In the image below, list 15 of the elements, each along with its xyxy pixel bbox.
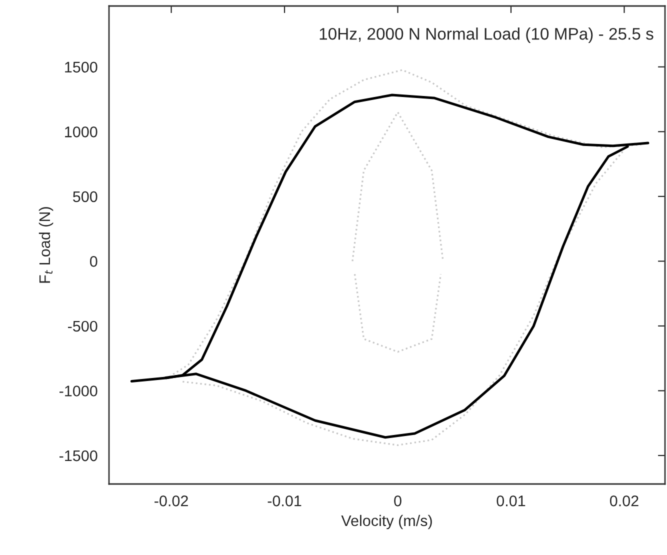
text: 10Hz, 2000 N Normal Load (10 MPa) - 25.5 s <box>320 28 654 44</box>
x-tick-label: 0.01 <box>496 496 526 506</box>
y-tick-label: 1000 <box>65 126 98 138</box>
x-tick-label: 0.02 <box>610 496 638 506</box>
x-tick-label: 0 <box>394 496 402 506</box>
y-tick-label: -500 <box>68 320 98 332</box>
y-axis-title: F$_{t}$ Load (N) <box>38 207 54 283</box>
x-tick-label: -0.02 <box>154 496 188 506</box>
x-tick-label: -0.01 <box>268 496 302 506</box>
y-tick-label: -1000 <box>59 386 98 396</box>
y-tick-label: 500 <box>73 191 98 202</box>
x-axis-title: Velocity (m/s) <box>341 514 432 530</box>
y-tick-label: 1500 <box>65 62 98 73</box>
y-tick-label: -1500 <box>59 450 98 462</box>
y-tick-label: 0 <box>90 256 98 267</box>
